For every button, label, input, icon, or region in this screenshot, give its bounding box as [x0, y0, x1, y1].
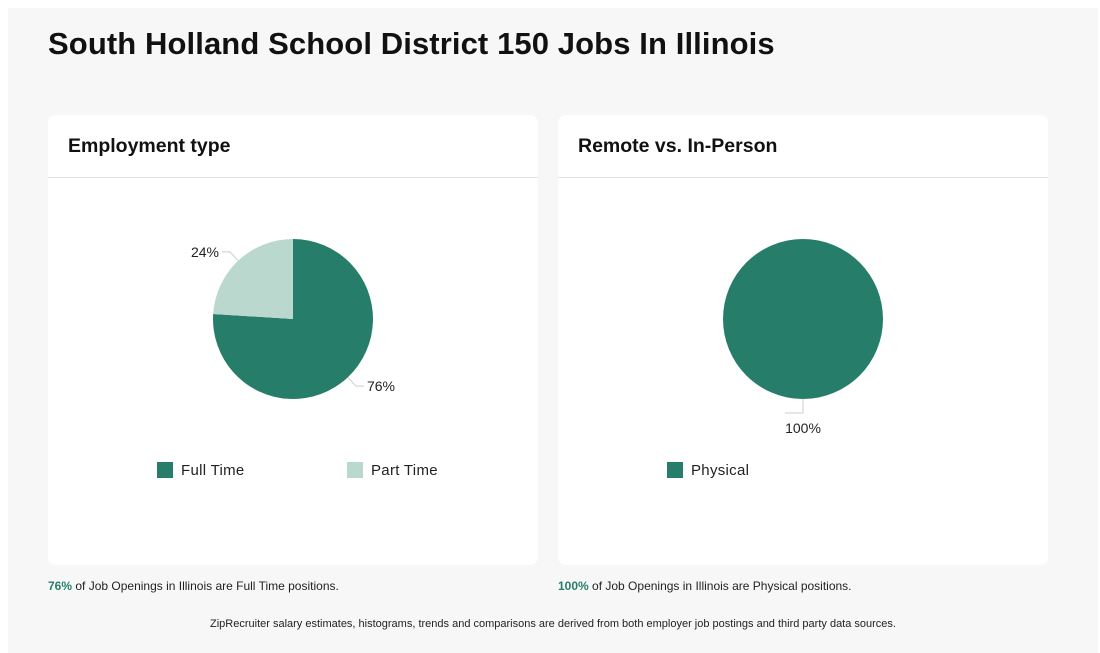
- legend-item-full-time: Full Time: [157, 462, 245, 479]
- card-header: Remote vs. In-Person: [558, 115, 1048, 178]
- slice-label-full-time: 76%: [367, 378, 395, 394]
- employment-type-card: Employment type 76% 24% Full Time Part Time: [48, 115, 538, 565]
- label-leader-line: [785, 399, 804, 414]
- label-leader-line: [347, 376, 364, 387]
- label-leader-line: [222, 251, 239, 262]
- caption-text: of Job Openings in Illinois are Physical…: [588, 579, 852, 593]
- legend-item-part-time: Part Time: [347, 462, 438, 479]
- legend-label: Full Time: [181, 462, 245, 479]
- remote-vs-in-person-card: Remote vs. In-Person 100% Physical: [558, 115, 1048, 565]
- employment-type-pie-chart: 76% 24% Full Time Part Time: [157, 239, 438, 479]
- slice-label-part-time: 24%: [191, 244, 219, 260]
- page-frame: South Holland School District 150 Jobs I…: [8, 8, 1098, 653]
- caption-percent: 76%: [48, 579, 73, 593]
- slice-label-physical: 100%: [785, 420, 821, 436]
- page-title: South Holland School District 150 Jobs I…: [48, 26, 775, 61]
- legend-swatch: [157, 462, 173, 478]
- legend-swatch: [667, 462, 683, 478]
- employment-type-caption: 76% of Job Openings in Illinois are Full…: [48, 579, 339, 593]
- footer-disclaimer: ZipRecruiter salary estimates, histogram…: [210, 618, 896, 630]
- remote-vs-in-person-pie-chart: 100% Physical: [667, 239, 883, 479]
- pie-slice-part-time: [213, 239, 293, 319]
- legend-label: Physical: [691, 462, 749, 479]
- caption-percent: 100%: [558, 579, 589, 593]
- caption-text: of Job Openings in Illinois are Full Tim…: [72, 579, 339, 593]
- legend-swatch: [347, 462, 363, 478]
- card-header: Employment type: [48, 115, 538, 178]
- remote-caption: 100% of Job Openings in Illinois are Phy…: [558, 579, 852, 593]
- pie-slice-physical: [723, 239, 883, 399]
- card-title: Remote vs. In-Person: [578, 135, 778, 157]
- legend-label: Part Time: [371, 462, 438, 479]
- card-title: Employment type: [68, 135, 231, 157]
- legend-item-physical: Physical: [667, 462, 749, 479]
